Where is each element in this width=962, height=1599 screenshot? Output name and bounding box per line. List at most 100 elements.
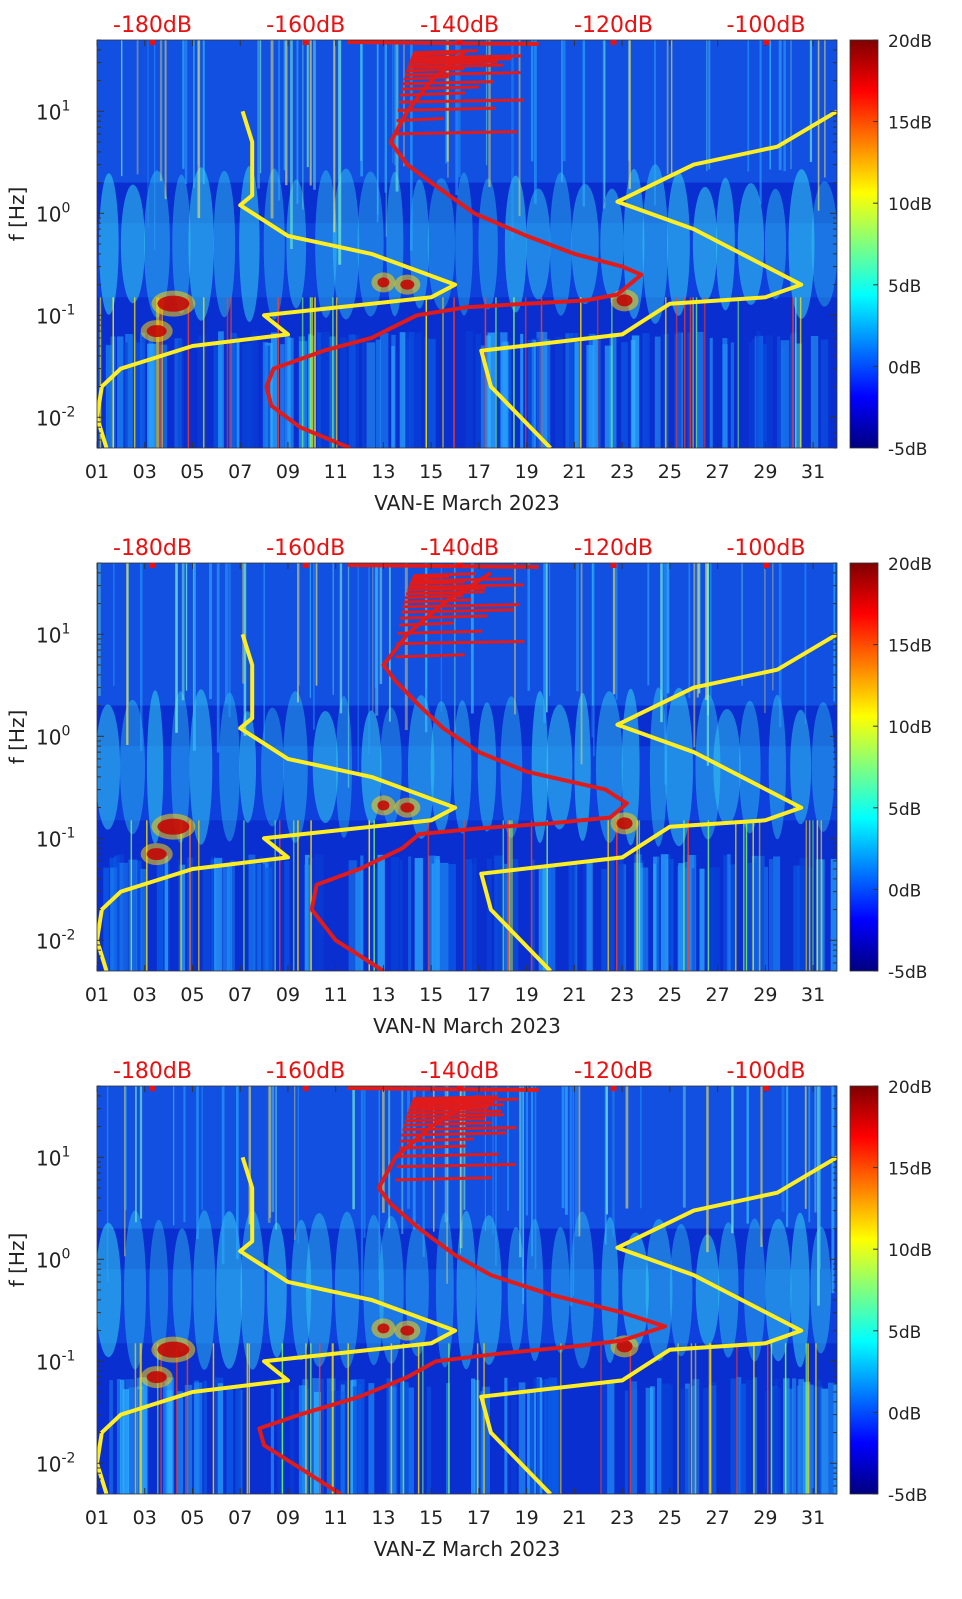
heatmap-streak — [216, 563, 220, 753]
heatmap-streak — [184, 40, 188, 185]
heatmap-cell — [604, 345, 613, 448]
top-axis-db-label: -160dB — [266, 13, 345, 38]
yellow-curve — [97, 1156, 458, 1494]
heatmap-plume — [695, 1234, 720, 1346]
heatmap-plume — [144, 170, 170, 318]
heatmap-spike — [311, 297, 313, 448]
colorbar-label: 20dB — [888, 1078, 932, 1098]
y-tick-base: 10 — [36, 827, 61, 851]
heatmap-spike — [483, 1343, 485, 1494]
top-axis-tick — [610, 1086, 617, 1091]
x-tick-label: 09 — [276, 461, 300, 483]
heatmap-hotspot-core — [157, 295, 190, 312]
heatmap-streak — [192, 563, 196, 751]
heatmap-streak — [309, 40, 312, 186]
y-tick-label: 10-2 — [36, 927, 75, 953]
heatmap-hotspot-core — [616, 817, 633, 830]
heatmap-plume — [213, 170, 236, 318]
colorbar-label: 15dB — [888, 114, 932, 134]
heatmap-cell — [699, 868, 705, 971]
heatmap-spike — [310, 820, 312, 971]
heatmap-streak — [660, 563, 663, 723]
red-curve-fan-line — [408, 60, 498, 66]
colorbar-label: -5dB — [888, 963, 927, 983]
heatmap-cell — [538, 868, 547, 971]
heatmap-spike — [373, 820, 375, 971]
red-curve — [257, 1094, 668, 1494]
heatmap-spike — [442, 297, 444, 448]
heatmap-cell — [404, 1384, 409, 1494]
colorbar — [849, 562, 879, 972]
top-axis-db-label: -180dB — [113, 536, 192, 561]
heatmap-cell — [128, 1387, 137, 1494]
heatmap-streak — [612, 563, 616, 695]
heatmap-streak — [401, 1086, 404, 1234]
heatmap-cell — [446, 1383, 450, 1494]
heatmap-spike — [248, 1343, 251, 1494]
heatmap-cell — [518, 1382, 526, 1494]
heatmap-spike — [279, 820, 281, 971]
heatmap-plume — [124, 1210, 147, 1370]
heatmap-streak — [193, 40, 195, 188]
heatmap-spike — [689, 297, 692, 448]
top-axis-tick — [149, 563, 156, 568]
heatmap-spike — [675, 297, 678, 448]
heatmap-cell — [391, 856, 399, 971]
heatmap-cell — [109, 857, 116, 971]
x-tick-label: 09 — [276, 1507, 300, 1529]
heatmap-spike — [758, 820, 761, 971]
heatmap-cell — [487, 332, 495, 448]
heatmap-streak — [525, 1086, 529, 1216]
heatmap-cell — [747, 862, 757, 971]
heatmap-spike — [735, 820, 737, 971]
heatmap-streak — [347, 563, 350, 788]
heatmap-cell — [500, 332, 508, 448]
heatmap-cell — [156, 856, 163, 971]
heatmap-plume — [645, 1218, 673, 1362]
heatmap-streak — [374, 563, 378, 688]
heatmap-spike — [390, 1343, 393, 1494]
top-axis-db-label: -120dB — [574, 536, 653, 561]
heatmap-streak — [819, 1086, 821, 1269]
heatmap-cell — [241, 343, 251, 448]
heatmap-streak — [647, 563, 650, 686]
heatmap-cell — [631, 335, 640, 448]
heatmap-streak — [182, 40, 185, 169]
heatmap-cell — [780, 340, 790, 448]
heatmap-streak — [147, 40, 149, 228]
heatmap-streak — [338, 40, 342, 265]
top-axis-tick — [302, 563, 309, 568]
heatmap-plume — [695, 694, 721, 840]
heatmap-streak — [604, 1086, 607, 1245]
heatmap-streak — [666, 563, 670, 694]
heatmap-plume — [239, 711, 257, 823]
heatmap-cell — [448, 864, 456, 971]
x-tick-label: 29 — [753, 461, 777, 483]
colorbar-label: 5dB — [888, 277, 921, 297]
x-tick-label: 03 — [133, 984, 157, 1006]
heatmap-spike — [695, 297, 698, 448]
heatmap-streak — [242, 563, 245, 684]
heatmap-cell — [811, 1386, 819, 1494]
heatmap-spike — [112, 297, 114, 448]
y-tick-base: 10 — [36, 1146, 61, 1170]
y-tick-base: 10 — [36, 725, 61, 749]
heatmap-streak — [760, 1086, 763, 1247]
heatmap-cell — [687, 332, 691, 448]
heatmap-hotspot-core — [400, 279, 415, 290]
heatmap-streak — [783, 40, 786, 172]
heatmap-plume — [386, 171, 404, 317]
heatmap-plume — [146, 690, 164, 844]
red-curve-fan-line — [402, 1126, 517, 1132]
x-tick-label: 05 — [180, 984, 204, 1006]
red-curve-fan-line — [406, 1113, 505, 1119]
heatmap-cell — [361, 339, 366, 448]
heatmap-streak — [463, 1086, 466, 1210]
heatmap-spike — [448, 1343, 450, 1494]
x-axis-label: VAN-E March 2023 — [374, 491, 559, 515]
heatmap-cell — [427, 338, 436, 448]
heatmap-cell — [504, 1377, 508, 1494]
heatmap-streak — [470, 563, 474, 714]
heatmap-plume — [453, 700, 472, 834]
